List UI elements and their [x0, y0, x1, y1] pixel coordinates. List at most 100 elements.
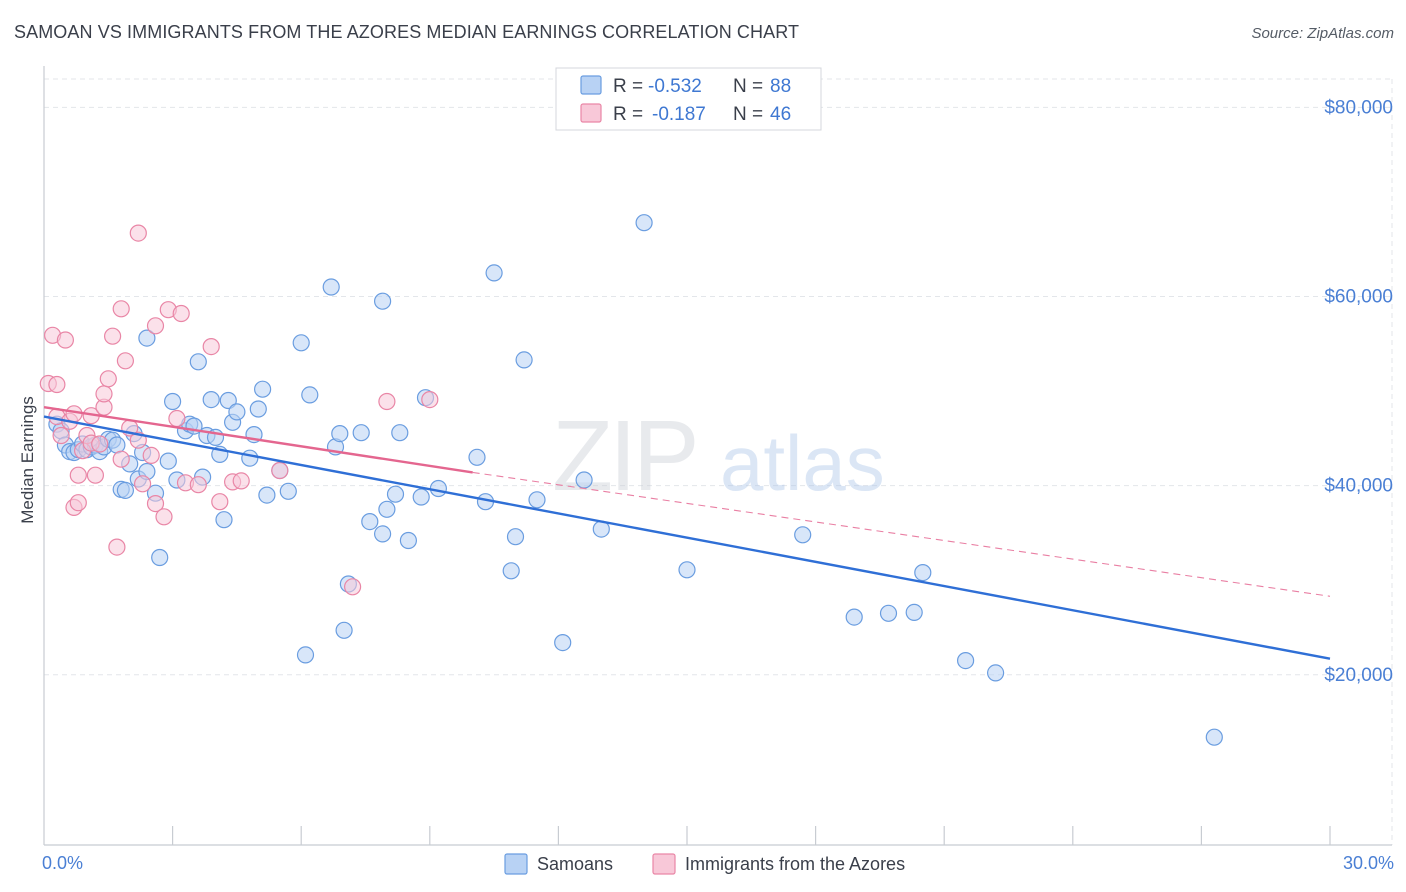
point-azores: [91, 435, 109, 453]
point-samoans: [301, 386, 319, 404]
point-samoans: [164, 392, 182, 411]
point-samoans: [279, 482, 297, 500]
legend-n-label-azores: N =: [733, 104, 763, 125]
point-samoans: [502, 562, 520, 580]
point-samoans: [116, 481, 135, 499]
point-samoans: [845, 608, 863, 626]
watermark-atlas: atlas: [720, 419, 885, 507]
point-azores: [56, 331, 75, 349]
legend-n-value-samoans: 88: [770, 76, 791, 97]
legend-n-label-samoans: N =: [733, 76, 763, 97]
axes: [43, 66, 1392, 846]
legend-swatch-azores: [580, 103, 602, 123]
point-samoans: [331, 425, 349, 443]
point-azores: [103, 327, 122, 345]
point-azores: [202, 338, 220, 356]
point-samoans: [635, 214, 653, 232]
point-samoans: [1205, 728, 1223, 746]
point-samoans: [485, 264, 503, 282]
point-samoans: [258, 486, 276, 504]
point-samoans: [159, 452, 177, 470]
point-azores: [172, 304, 190, 323]
point-samoans: [292, 334, 310, 352]
point-azores: [86, 466, 105, 484]
bottom-legend-swatch-samoans: [504, 853, 528, 875]
source-label: Source: ZipAtlas.com: [1251, 25, 1394, 42]
point-azores: [142, 446, 160, 464]
point-azores: [99, 370, 117, 388]
point-azores: [134, 475, 152, 493]
point-samoans: [151, 548, 169, 567]
point-azores: [168, 409, 186, 428]
point-samoans: [386, 485, 405, 503]
point-samoans: [914, 563, 932, 582]
point-samoans: [515, 351, 533, 369]
trend-line-azores-extended: [472, 471, 1331, 597]
point-samoans: [956, 651, 975, 670]
data-points: [39, 214, 1223, 746]
y-tick-label: $40,000: [1324, 476, 1393, 497]
x-tick-label-max: 30.0%: [1343, 853, 1394, 873]
y-axis-label: Median Earnings: [18, 396, 37, 524]
point-samoans: [399, 531, 417, 550]
point-samoans: [322, 278, 340, 296]
gridlines: [44, 78, 1393, 845]
point-samoans: [335, 621, 353, 639]
point-samoans: [189, 353, 207, 371]
point-azores: [112, 450, 130, 468]
x-tick-label-min: 0.0%: [42, 853, 83, 873]
point-azores: [69, 494, 87, 512]
legend-r-label-azores: R =: [613, 104, 643, 125]
point-samoans: [391, 424, 409, 442]
point-azores: [116, 352, 135, 370]
point-azores: [378, 392, 396, 411]
point-samoans: [228, 403, 246, 421]
point-samoans: [361, 512, 379, 531]
point-azores: [129, 224, 147, 242]
bottom-legend-swatch-azores: [652, 853, 676, 875]
point-samoans: [429, 479, 447, 498]
legend-n-value-azores: 46: [770, 104, 791, 125]
chart-title: SAMOAN VS IMMIGRANTS FROM THE AZORES MED…: [14, 22, 800, 42]
legend-r-value-samoans: -0.532: [648, 76, 702, 97]
watermark-zip: ZIP: [552, 400, 696, 512]
trend-line-samoans: [43, 415, 1331, 660]
watermark: ZIP atlas: [552, 400, 885, 512]
point-samoans: [296, 646, 315, 664]
y-tick-labels: $20,000 $40,000 $60,000 $80,000: [1324, 97, 1393, 685]
point-samoans: [905, 603, 923, 622]
point-samoans: [249, 400, 267, 418]
point-samoans: [879, 604, 898, 622]
point-azores: [421, 391, 439, 409]
legend-r-label-samoans: R =: [613, 76, 643, 97]
point-samoans: [202, 391, 220, 409]
point-samoans: [506, 528, 525, 546]
point-samoans: [678, 561, 696, 579]
point-samoans: [215, 511, 233, 529]
point-azores: [155, 508, 173, 526]
point-azores: [146, 317, 165, 335]
trend-lines: [43, 405, 1331, 660]
point-azores: [211, 493, 229, 511]
legend-box: R = -0.532 N = 88 R = -0.187 N = 46: [555, 67, 822, 131]
point-azores: [232, 472, 250, 490]
trend-line-azores: [43, 405, 473, 474]
bottom-legend-label-samoans: Samoans: [537, 854, 613, 874]
bottom-legend: Samoans Immigrants from the Azores: [504, 853, 905, 875]
point-samoans: [378, 500, 396, 518]
point-samoans: [794, 526, 812, 544]
point-azores: [108, 538, 126, 556]
point-samoans: [554, 633, 572, 652]
point-azores: [271, 461, 289, 480]
point-samoans: [374, 292, 392, 310]
legend-r-value-azores: -0.187: [652, 104, 706, 125]
point-samoans: [468, 448, 486, 466]
y-tick-label: $60,000: [1324, 287, 1393, 308]
point-samoans: [374, 525, 392, 543]
point-samoans: [575, 471, 593, 489]
legend-swatch-samoans: [580, 75, 602, 95]
point-samoans: [254, 380, 272, 398]
point-samoans: [241, 449, 259, 467]
point-samoans: [108, 436, 126, 454]
